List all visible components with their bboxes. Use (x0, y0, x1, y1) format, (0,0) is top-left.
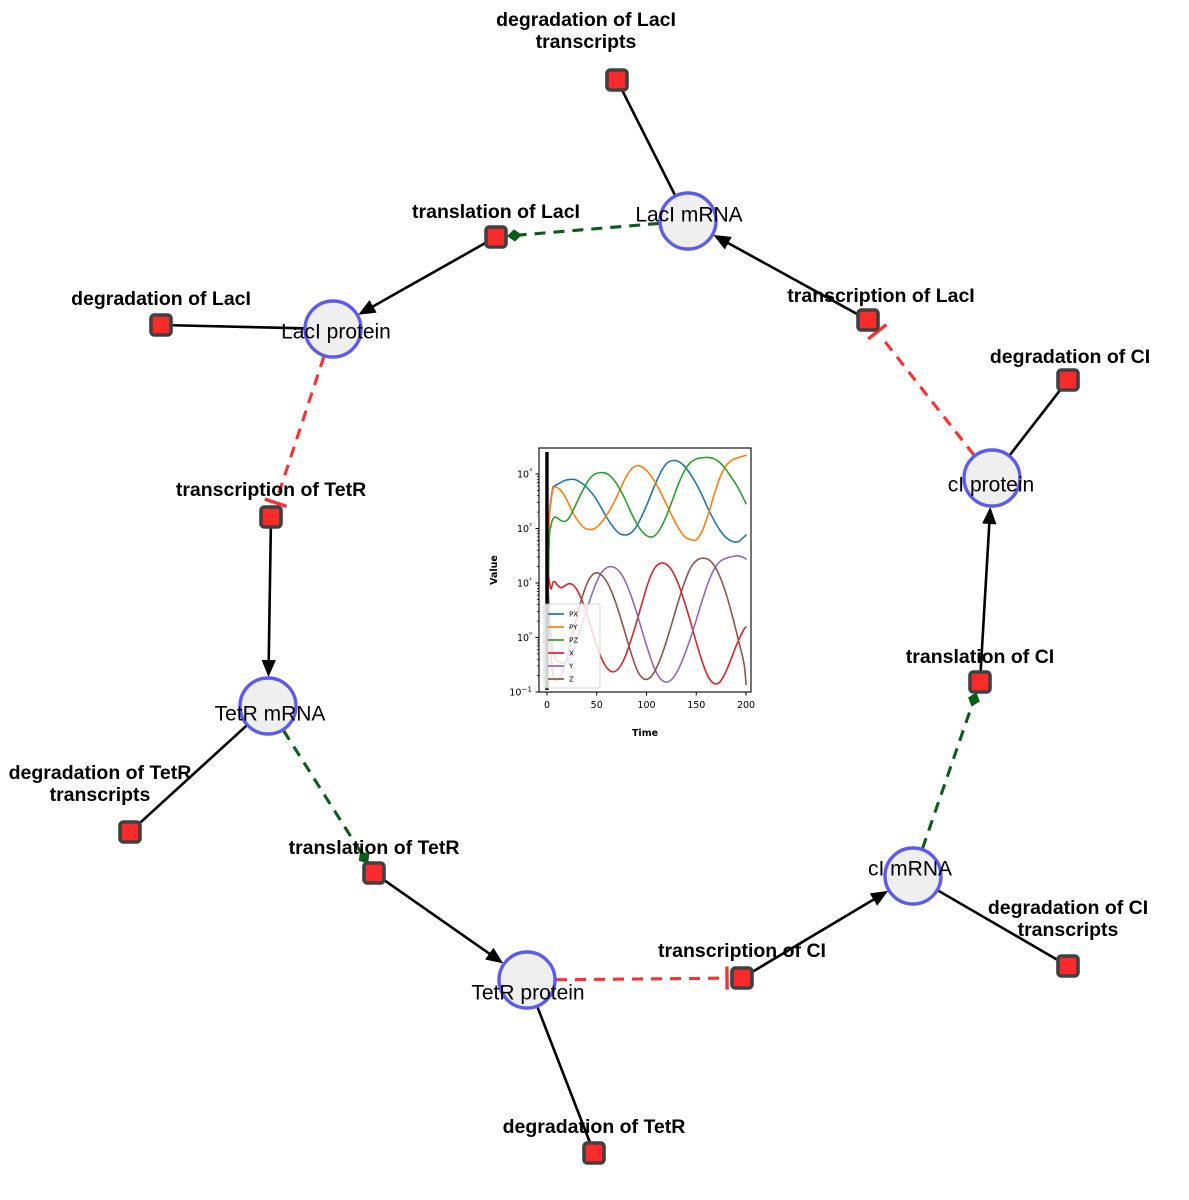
species-label-ci_protein: cI protein (947, 473, 1035, 497)
edge-product (713, 234, 859, 316)
reaction-node-degradation_ci[interactable] (1056, 368, 1080, 392)
chart-legend: PX PY PZ XYZ (543, 603, 601, 689)
reaction-node-degradation_ci_transcripts[interactable] (1056, 954, 1080, 978)
arrowhead (982, 506, 997, 525)
series-line-PZ (546, 456, 747, 689)
species-label-ci_mrna: cI mRNA (868, 857, 952, 881)
reaction-label-degradation_tetr: degradation of TetR (502, 1116, 686, 1139)
reaction-node-degradation_tetr_transcripts[interactable] (118, 820, 142, 844)
ytick-label: 10¹ (517, 576, 532, 590)
edge-activation (921, 692, 980, 850)
reaction-label-translation_laci: translation of LacI (412, 201, 580, 224)
inhibition-bar (867, 323, 888, 341)
reaction-label-degradation_ci_transcripts: degradation of CI transcripts (987, 897, 1149, 941)
chart-axis-ticks: 0 50 100 150 200 10−1 10⁰ 10¹ 10² 10³ (509, 467, 755, 711)
chart-yaxis-label: Value (489, 555, 500, 585)
edge-product (382, 878, 504, 964)
diamond-head (358, 851, 370, 864)
legend-label-Z: Z (569, 676, 574, 684)
xtick-label: 150 (687, 700, 705, 711)
xtick-label: 50 (591, 700, 603, 711)
species-node-laci_mrna[interactable] (658, 191, 718, 251)
reaction-node-degradation_laci_transcripts[interactable] (605, 68, 629, 92)
reaction-node-translation_ci[interactable] (968, 670, 992, 694)
legend-box (543, 603, 601, 689)
reaction-node-degradation_tetr[interactable] (582, 1141, 606, 1165)
ytick-label: 10−1 (509, 685, 532, 699)
reaction-node-degradation_laci[interactable] (149, 313, 173, 337)
legend-label-PX: PX (569, 611, 578, 619)
species-node-tetr_protein[interactable] (497, 950, 557, 1010)
species-label-tetr_mrna: TetR mRNA (214, 702, 326, 726)
diamond-head (968, 692, 980, 707)
reaction-label-degradation_tetr_transcripts: degradation of TetR transcripts (8, 762, 192, 806)
arrowhead (713, 234, 732, 250)
chart-xaxis-label: Time (632, 728, 658, 739)
reaction-node-translation_laci[interactable] (484, 225, 508, 249)
edge-product (171, 323, 305, 330)
edge-product (1008, 387, 1063, 456)
legend-label-PZ: PZ (569, 637, 578, 645)
reaction-node-transcription_tetr[interactable] (259, 505, 283, 529)
reaction-label-degradation_ci: degradation of CI (989, 346, 1151, 369)
legend-label-PY: PY (569, 624, 578, 632)
ytick-label: 10² (517, 521, 532, 535)
series-line-X (546, 562, 747, 685)
edge-product (261, 527, 276, 678)
ytick-label: 10⁰ (517, 630, 532, 644)
inset-timecourse-chart: 0 50 100 150 200 10−1 10⁰ 10¹ 10² 10³ PX PY PZ X Y Z T… (479, 440, 767, 745)
arrowhead (261, 659, 276, 678)
species-node-ci_protein[interactable] (962, 448, 1022, 508)
edge-inhibition (264, 356, 326, 508)
species-label-laci_mrna: LacI mRNA (635, 203, 743, 227)
edge-activation (282, 729, 370, 864)
reaction-label-transcription_tetr: transcription of TetR (175, 479, 367, 502)
species-label-laci_protein: LacI protein (281, 320, 391, 344)
reaction-label-translation_ci: translation of CI (905, 646, 1055, 669)
reaction-node-transcription_ci[interactable] (730, 966, 754, 990)
edge-product (979, 506, 997, 672)
edge-inhibition (867, 323, 976, 457)
edge-product (536, 1006, 592, 1144)
legend-label-Y: Y (568, 663, 574, 671)
chart-svg: 0 50 100 150 200 10−1 10⁰ 10¹ 10² 10³ PX PY PZ XYZ T… (489, 447, 755, 739)
arrowhead (485, 947, 504, 964)
reaction-label-degradation_laci: degradation of LacI (71, 288, 251, 311)
inhibition-bar (264, 497, 288, 508)
edge-product (620, 89, 677, 196)
legend-label-X: X (569, 650, 574, 658)
reaction-label-degradation_laci_transcripts: degradation of LacI transcripts (496, 9, 676, 53)
species-label-tetr_protein: TetR protein (471, 981, 585, 1005)
reaction-label-translation_tetr: translation of TetR (288, 837, 460, 860)
species-node-tetr_mrna[interactable] (238, 676, 298, 736)
species-node-ci_mrna[interactable] (883, 846, 943, 906)
series-line-PX (546, 459, 747, 689)
arrowhead (869, 890, 889, 906)
diamond-head (506, 229, 522, 242)
edge-product (937, 889, 1060, 962)
reaction-label-transcription_laci: transcription of LacI (787, 285, 975, 308)
edge-product (358, 241, 488, 315)
edge-product (750, 890, 889, 974)
xtick-label: 0 (544, 700, 550, 711)
series-line-PY (546, 454, 747, 689)
edge-activation (506, 221, 660, 242)
reaction-node-transcription_laci[interactable] (856, 308, 880, 332)
edge-layer (137, 89, 1063, 1144)
edge-product (137, 724, 248, 826)
edge-inhibition (555, 966, 729, 990)
arrowhead (358, 300, 377, 315)
reaction-node-translation_tetr[interactable] (362, 861, 386, 885)
xtick-label: 200 (737, 700, 755, 711)
xtick-label: 100 (637, 700, 655, 711)
ytick-label: 10³ (517, 467, 532, 481)
node-layer (118, 68, 1080, 1165)
species-node-laci_protein[interactable] (303, 299, 363, 359)
reaction-label-transcription_ci: transcription of CI (658, 940, 826, 963)
